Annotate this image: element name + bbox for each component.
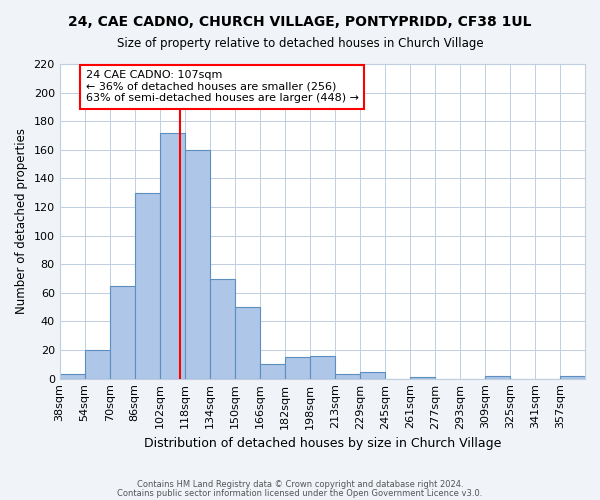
Bar (135, 192, 160, 378)
Bar (335, 374, 360, 378)
Text: 24, CAE CADNO, CHURCH VILLAGE, PONTYPRIDD, CF38 1UL: 24, CAE CADNO, CHURCH VILLAGE, PONTYPRID… (68, 15, 532, 29)
Bar (235, 307, 260, 378)
Text: Size of property relative to detached houses in Church Village: Size of property relative to detached ho… (116, 38, 484, 51)
Bar (560, 376, 585, 378)
Bar (85, 350, 110, 378)
Text: Contains public sector information licensed under the Open Government Licence v3: Contains public sector information licen… (118, 488, 482, 498)
Bar (260, 364, 285, 378)
X-axis label: Distribution of detached houses by size in Church Village: Distribution of detached houses by size … (143, 437, 501, 450)
Text: 24 CAE CADNO: 107sqm
← 36% of detached houses are smaller (256)
63% of semi-deta: 24 CAE CADNO: 107sqm ← 36% of detached h… (86, 70, 359, 104)
Y-axis label: Number of detached properties: Number of detached properties (15, 128, 28, 314)
Bar (285, 357, 310, 378)
Bar (210, 278, 235, 378)
Bar (310, 356, 335, 378)
Text: Contains HM Land Registry data © Crown copyright and database right 2024.: Contains HM Land Registry data © Crown c… (137, 480, 463, 489)
Bar (160, 132, 185, 378)
Bar (360, 372, 385, 378)
Bar (110, 286, 135, 378)
Bar (185, 150, 210, 378)
Bar (485, 376, 510, 378)
Bar (59, 374, 85, 378)
